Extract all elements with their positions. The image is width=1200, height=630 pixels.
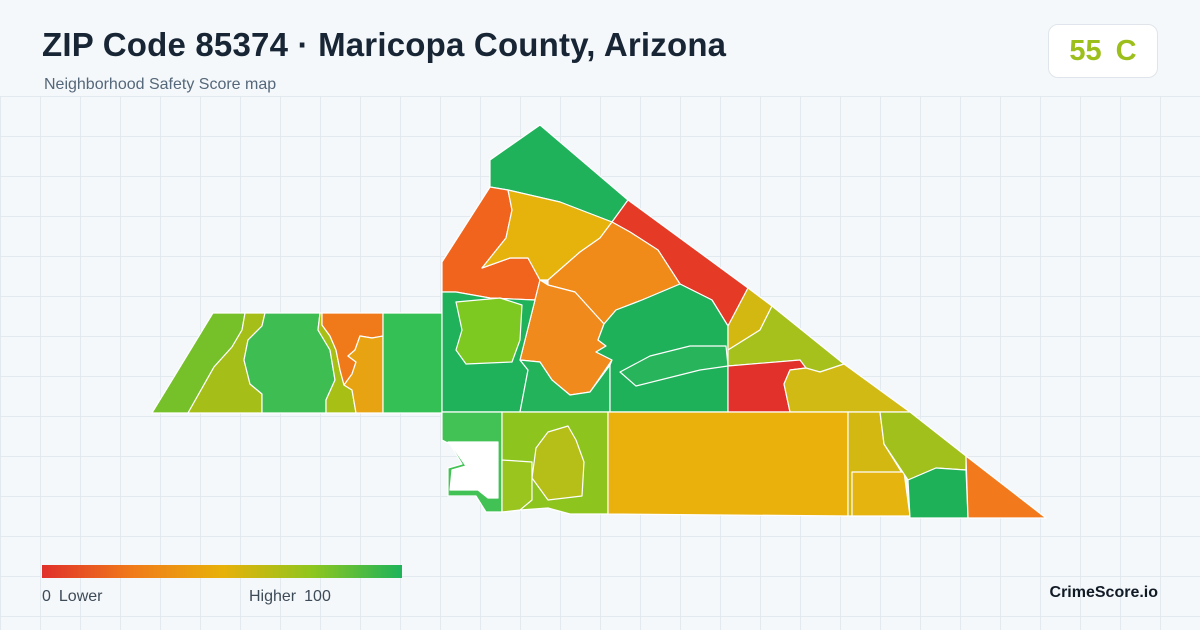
legend-low-text: Lower (58, 588, 103, 605)
neighborhood-area[interactable] (447, 441, 499, 499)
safety-score-legend-bar (42, 565, 402, 578)
neighborhood-area[interactable] (455, 297, 523, 365)
legend-high-text: Higher (249, 588, 297, 605)
neighborhood-area[interactable] (851, 471, 911, 517)
brand-logo-text[interactable]: CrimeScore.io (1049, 584, 1158, 601)
neighborhood-area[interactable] (965, 455, 1047, 519)
page-title: ZIP Code 85374 · Maricopa County, Arizon… (42, 26, 727, 63)
page-subtitle: Neighborhood Safety Score map (44, 76, 277, 93)
neighborhood-area[interactable] (907, 467, 969, 519)
neighborhood-area[interactable] (783, 363, 911, 413)
neighborhood-area[interactable] (531, 425, 585, 501)
neighborhood-area[interactable] (607, 411, 849, 517)
overall-score-value: 55 (1069, 34, 1102, 67)
legend-high-label: Higher 100 (249, 588, 331, 606)
neighborhood-area[interactable] (343, 335, 384, 414)
legend-low-value: 0 (42, 588, 51, 605)
neighborhood-area[interactable] (382, 312, 443, 414)
overall-score-badge: 55 C (1048, 24, 1158, 78)
neighborhood-area[interactable] (501, 459, 533, 513)
legend-high-value: 100 (304, 588, 331, 605)
legend-low-label: 0 Lower (42, 588, 102, 606)
neighborhood-area[interactable] (519, 359, 611, 413)
overall-score-grade: C (1115, 34, 1137, 67)
